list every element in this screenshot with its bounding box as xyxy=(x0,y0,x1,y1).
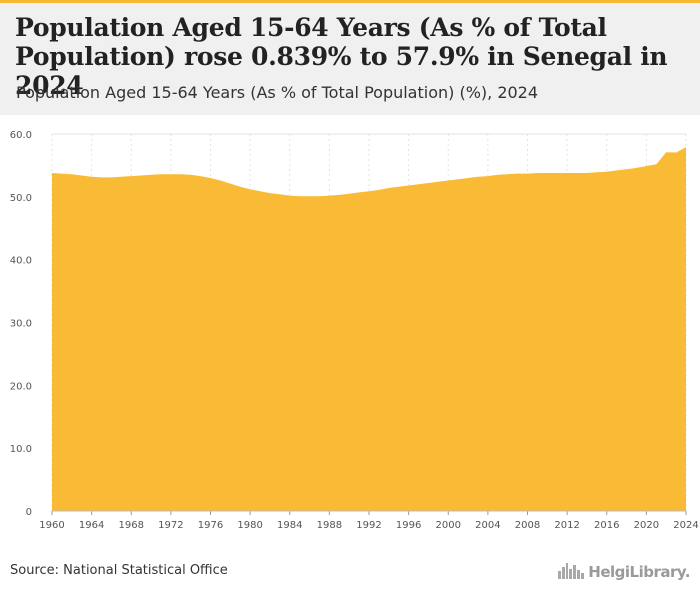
x-tick-label: 1996 xyxy=(396,520,421,531)
x-tick-label: 2012 xyxy=(554,520,579,531)
x-tick-label: 1984 xyxy=(277,520,302,531)
brand-logo[interactable]: HelgiLibrary. xyxy=(558,561,690,583)
brand-name: HelgiLibrary. xyxy=(588,563,690,581)
area-series xyxy=(52,147,686,511)
y-tick-label: 30.0 xyxy=(10,319,32,330)
source-note: Source: National Statistical Office xyxy=(10,563,228,578)
x-tick-label: 2024 xyxy=(673,520,698,531)
y-tick-label: 50.0 xyxy=(10,193,32,204)
city-skyline-icon xyxy=(558,561,585,583)
y-tick-label: 0 xyxy=(26,507,32,518)
x-tick-label: 2004 xyxy=(475,520,500,531)
x-tick-label: 1960 xyxy=(39,520,64,531)
x-axis: 1960 1964 1968 1972 1976 1980 1984 1988 1992 1996… xyxy=(39,510,699,531)
area-chart: 010.020.030.040.050.060.0 1960 1964 1968 19… xyxy=(10,130,699,531)
x-tick-label: 1980 xyxy=(237,520,262,531)
x-tick-label: 2000 xyxy=(436,520,461,531)
y-tick-label: 20.0 xyxy=(10,381,32,392)
chart-header: Population Aged 15-64 Years (As % of Tot… xyxy=(0,3,700,115)
chart-subtitle: Population Aged 15-64 Years (As % of Tot… xyxy=(16,83,539,102)
chart-title: Population Aged 15-64 Years (As % of Tot… xyxy=(15,13,668,100)
x-tick-label: 1976 xyxy=(198,520,223,531)
x-tick-label: 1992 xyxy=(356,520,381,531)
y-axis: 0 10.0 20.0 30.0 40.0 50.0 60.0 xyxy=(10,130,32,518)
top-accent-rule xyxy=(0,0,700,3)
y-tick-label: 60.0 xyxy=(10,130,32,141)
x-tick-label: 2008 xyxy=(515,520,540,531)
x-tick-label: 2020 xyxy=(634,520,659,531)
x-tick-label: 2016 xyxy=(594,520,619,531)
x-tick-label: 1968 xyxy=(119,520,144,531)
x-tick-label: 1972 xyxy=(158,520,183,531)
y-tick-label: 40.0 xyxy=(10,256,32,267)
x-tick-label: 1988 xyxy=(317,520,342,531)
y-tick-label: 10.0 xyxy=(10,444,32,455)
x-tick-label: 1964 xyxy=(79,520,104,531)
